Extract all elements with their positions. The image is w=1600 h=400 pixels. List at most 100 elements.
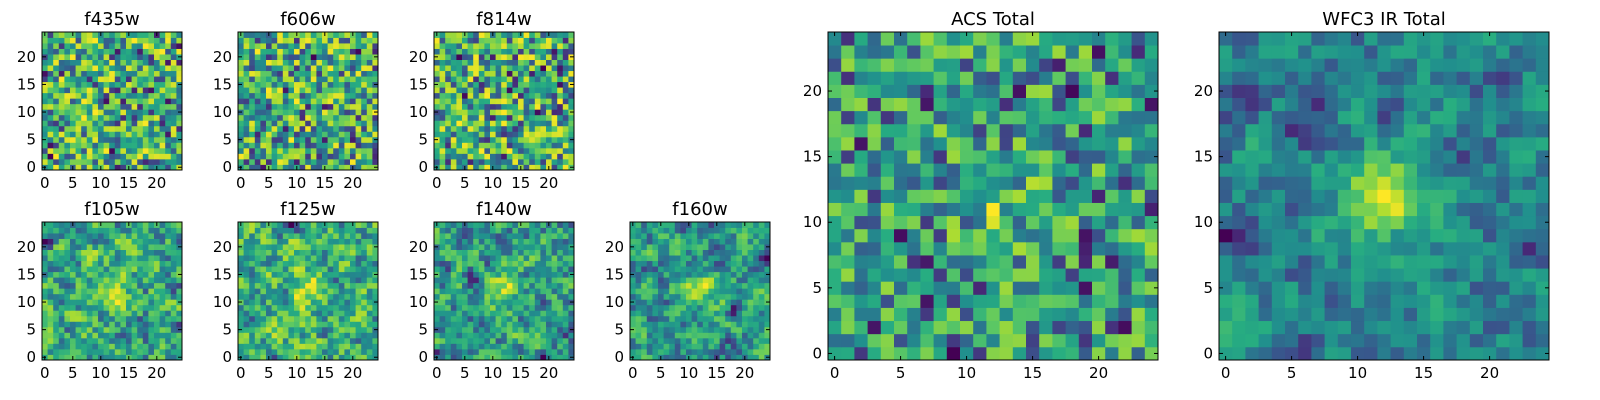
heatmap-cell bbox=[271, 244, 278, 250]
heatmap-cell bbox=[165, 103, 172, 110]
heatmap-cell bbox=[254, 136, 261, 143]
heatmap-cell bbox=[445, 315, 452, 322]
heatmap-cell bbox=[131, 260, 138, 267]
heatmap-cell bbox=[114, 103, 121, 110]
heatmap-cell bbox=[473, 131, 480, 138]
heatmap-cell bbox=[310, 337, 317, 344]
heatmap-cell bbox=[249, 164, 256, 171]
heatmap-cell bbox=[534, 343, 541, 350]
heatmap-cell bbox=[714, 343, 720, 350]
heatmap-cell bbox=[674, 233, 681, 239]
heatmap-cell bbox=[114, 43, 121, 49]
heatmap-cell bbox=[142, 326, 149, 333]
heatmap-cell bbox=[81, 142, 88, 149]
heatmap-cell bbox=[120, 310, 127, 317]
heatmap-cell bbox=[266, 227, 272, 234]
heatmap-cell bbox=[310, 227, 317, 234]
heatmap-cell bbox=[238, 260, 244, 267]
heatmap-cell bbox=[114, 332, 121, 339]
heatmap-cell bbox=[271, 48, 278, 55]
heatmap-cell bbox=[372, 233, 379, 239]
heatmap-cell bbox=[546, 136, 552, 143]
heatmap-cell bbox=[523, 87, 530, 94]
heatmap-cell bbox=[562, 76, 569, 83]
heatmap-cell bbox=[120, 103, 127, 110]
heatmap-cell bbox=[372, 92, 379, 99]
heatmap-cell bbox=[299, 109, 306, 116]
heatmap-cell bbox=[310, 321, 317, 328]
heatmap-cell bbox=[126, 249, 132, 256]
heatmap-cell bbox=[445, 282, 452, 289]
heatmap-cell bbox=[366, 43, 373, 49]
heatmap-cell bbox=[540, 164, 547, 171]
heatmap-cell bbox=[355, 153, 362, 160]
heatmap-cell bbox=[1026, 320, 1040, 335]
heatmap-cell bbox=[109, 147, 116, 154]
heatmap-cell bbox=[473, 37, 480, 44]
heatmap-cell bbox=[495, 315, 502, 322]
heatmap-cell bbox=[1092, 241, 1106, 256]
heatmap-cell bbox=[338, 255, 345, 262]
heatmap-cell bbox=[310, 87, 317, 94]
heatmap-cell bbox=[512, 158, 519, 165]
heatmap-cell bbox=[299, 222, 306, 228]
heatmap-cell bbox=[361, 271, 368, 278]
heatmap-cell bbox=[131, 337, 138, 344]
heatmap-cell bbox=[730, 343, 737, 350]
heatmap-cell bbox=[462, 271, 468, 278]
heatmap-cell bbox=[680, 271, 687, 278]
heatmap-cell bbox=[288, 136, 295, 143]
heatmap-cell bbox=[327, 282, 334, 289]
heatmap-cell bbox=[271, 337, 278, 344]
heatmap-cell bbox=[243, 32, 250, 38]
heatmap-cell bbox=[534, 92, 541, 99]
heatmap-cell bbox=[691, 260, 698, 267]
heatmap-cell bbox=[120, 81, 127, 88]
heatmap-cell bbox=[243, 277, 250, 284]
heatmap-cell bbox=[148, 81, 155, 88]
heatmap-cell bbox=[344, 304, 351, 311]
heatmap-cell bbox=[551, 142, 558, 149]
heatmap-cell bbox=[64, 326, 71, 333]
heatmap-cell bbox=[316, 293, 323, 300]
heatmap-cell bbox=[126, 125, 132, 132]
heatmap-cell bbox=[355, 288, 362, 295]
heatmap-cell bbox=[867, 346, 882, 361]
heatmap-cell bbox=[478, 158, 485, 165]
heatmap-cell bbox=[53, 142, 60, 149]
heatmap-cell bbox=[64, 37, 71, 44]
heatmap-cell bbox=[450, 158, 457, 165]
heatmap-cell bbox=[361, 249, 368, 256]
heatmap-cell bbox=[495, 321, 502, 328]
heatmap-cell bbox=[282, 98, 289, 105]
heatmap-cell bbox=[523, 65, 530, 72]
heatmap-cell bbox=[1105, 307, 1119, 322]
heatmap-cell bbox=[333, 131, 340, 138]
heatmap-cell bbox=[86, 299, 93, 306]
heatmap-cell bbox=[568, 65, 575, 72]
heatmap-cell bbox=[551, 260, 558, 267]
heatmap-cell bbox=[137, 337, 144, 344]
heatmap-cell bbox=[730, 348, 737, 355]
heatmap-cell bbox=[154, 293, 160, 300]
heatmap-cell bbox=[708, 227, 715, 234]
heatmap-cell bbox=[154, 326, 160, 333]
heatmap-cell bbox=[42, 147, 48, 154]
heatmap-cell bbox=[120, 304, 127, 311]
heatmap-cell bbox=[546, 109, 552, 116]
heatmap-cell bbox=[75, 70, 82, 77]
heatmap-cell bbox=[81, 321, 88, 328]
heatmap-cell bbox=[674, 293, 681, 300]
heatmap-cell bbox=[238, 249, 244, 256]
heatmap-cell bbox=[686, 310, 692, 317]
heatmap-cell bbox=[154, 76, 160, 83]
heatmap-cell bbox=[562, 321, 569, 328]
heatmap-cell bbox=[114, 59, 121, 66]
heatmap-cell bbox=[333, 315, 340, 322]
heatmap-cell bbox=[338, 233, 345, 239]
heatmap-cell bbox=[316, 332, 323, 339]
panel-title: f140w bbox=[476, 199, 531, 220]
heatmap-cell bbox=[92, 337, 99, 344]
heatmap-cell bbox=[154, 65, 160, 72]
